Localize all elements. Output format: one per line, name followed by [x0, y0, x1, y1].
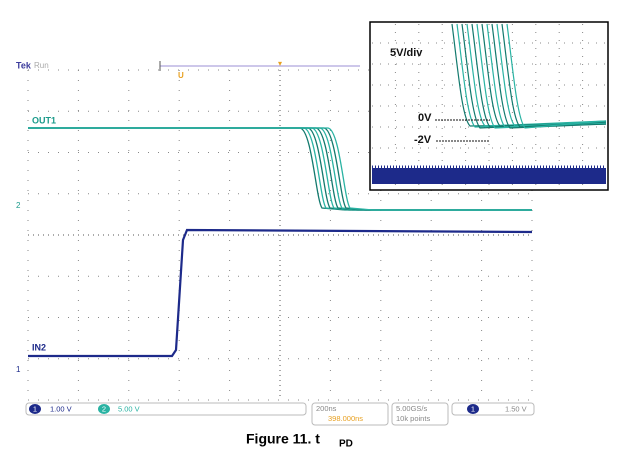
trigger-marker: U [178, 71, 184, 80]
out1-trace [28, 127, 532, 211]
acq-box [391, 402, 449, 426]
inset-trace [456, 23, 607, 128]
record-length: 10k points [396, 414, 430, 423]
inset-frame [369, 21, 609, 191]
inset-trace [486, 23, 607, 128]
trigger-pos: ▾ [278, 59, 282, 68]
out1-trace [28, 127, 532, 211]
out1-trace [28, 127, 532, 211]
out1-trace [28, 127, 532, 211]
trigger-badge [467, 404, 479, 414]
inset-waveforms [372, 23, 607, 188]
ch2-marker: 1 [16, 365, 21, 374]
caption-sub: PD [339, 439, 353, 450]
timebase-box [311, 402, 389, 426]
position: 398.000ns [328, 414, 363, 423]
ch2-scale: 5.00 V [118, 404, 140, 413]
trigger-box [451, 402, 535, 416]
out1-trace [28, 127, 532, 211]
timebase: 200ns [316, 404, 337, 413]
inset-trace [461, 23, 607, 129]
ch2-badge [98, 404, 110, 414]
inset-scale: 5V/div [390, 47, 423, 59]
out1-trace [28, 127, 532, 211]
in2-trace [28, 228, 533, 358]
ch1-marker: 2 [16, 201, 21, 210]
ch2-label: IN2 [32, 342, 46, 352]
inset-zero: 0V [418, 112, 432, 124]
inset-in2-band [372, 168, 606, 184]
inset-trace [451, 23, 607, 127]
caption: Figure 11. t [246, 431, 320, 447]
status-box [25, 402, 307, 416]
waveforms [28, 127, 533, 358]
trigger-ch: 1 [471, 404, 475, 413]
inset-trace [481, 23, 607, 127]
ch1-scale: 1.00 V [50, 404, 72, 413]
ch1-badge [29, 404, 41, 414]
ch1-label: OUT1 [32, 115, 56, 125]
ch1-num: 1 [33, 404, 37, 413]
trigger-level: 1.50 V [505, 404, 527, 413]
out1-trace [28, 127, 532, 211]
sample-rate: 5.00GS/s [396, 404, 428, 413]
inset-trace [501, 23, 607, 128]
out1-trace [28, 127, 532, 211]
brand: Tek [16, 60, 32, 70]
inset-trace [466, 23, 607, 127]
inset-trace [506, 23, 607, 129]
inset-trace [476, 23, 607, 129]
run-state: Run [34, 61, 49, 70]
inset-trace [491, 23, 607, 129]
inset-trace [496, 23, 607, 127]
ch2-num: 2 [102, 404, 106, 413]
status-bar: 1 1.00 V 2 5.00 V 200ns 398.000ns 5.00GS… [25, 402, 535, 426]
inset-trace [471, 23, 607, 128]
inset-minus: -2V [414, 134, 432, 146]
